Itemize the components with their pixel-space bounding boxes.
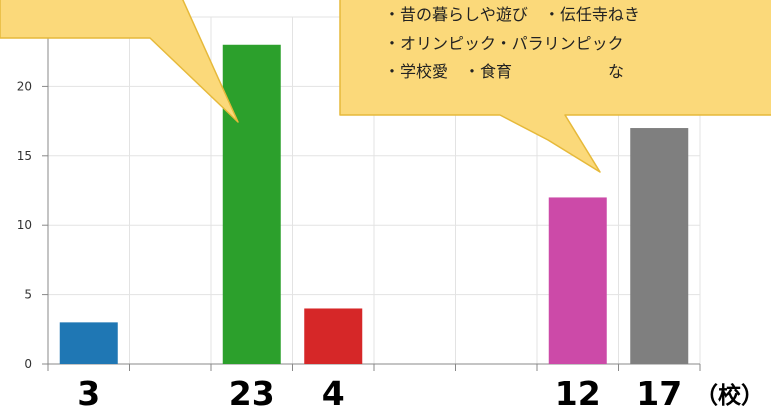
bar xyxy=(223,45,281,364)
y-tick-label: 20 xyxy=(17,79,32,93)
callout-line-1: ・昔の暮らしや遊び ・伝任寺ねき xyxy=(384,5,640,24)
bar xyxy=(304,308,362,364)
bar-value-label: 3 xyxy=(77,374,100,413)
bar-value-label: 4 xyxy=(322,374,345,413)
bar xyxy=(630,128,688,364)
bar-value-label: 23 xyxy=(229,374,275,413)
callout-line-3: ・学校愛 ・食育 な xyxy=(384,62,624,81)
left-callout xyxy=(0,0,238,122)
unit-label: （校） xyxy=(695,382,764,409)
bar xyxy=(60,322,118,364)
y-tick-label: 0 xyxy=(24,357,32,371)
y-tick-label: 15 xyxy=(17,149,32,163)
y-tick-label: 5 xyxy=(24,288,32,302)
y-tick-label: 10 xyxy=(17,218,32,232)
bar xyxy=(549,197,607,364)
value-labels: 3 23 4 12 17 （校） xyxy=(77,374,764,413)
bar-value-label: 17 xyxy=(636,374,682,413)
callout-line-2: ・オリンピック・パラリンピック xyxy=(384,34,624,53)
bar-value-label: 12 xyxy=(555,374,601,413)
right-callout xyxy=(340,0,771,172)
